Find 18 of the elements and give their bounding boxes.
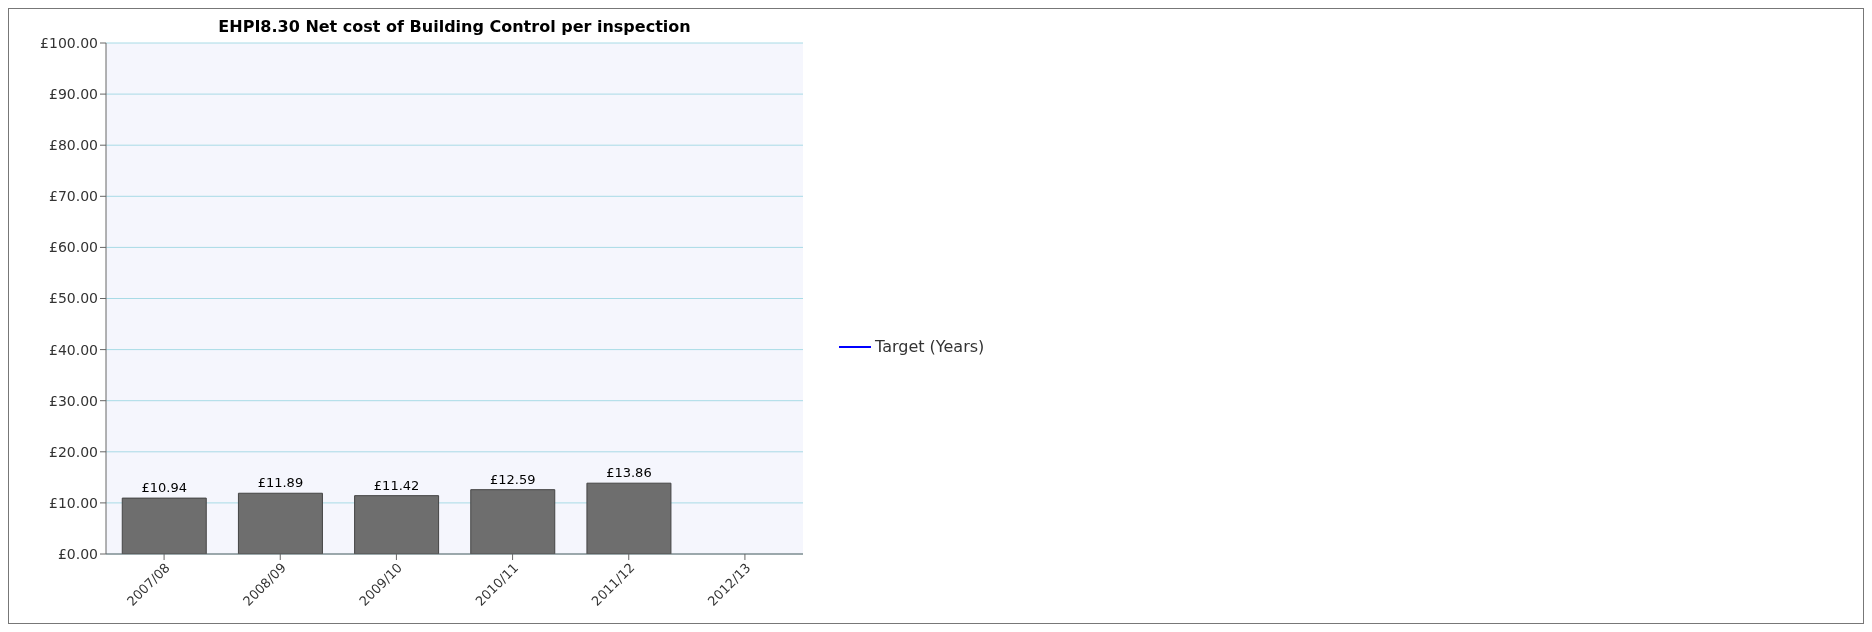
data-label: £11.42 bbox=[373, 477, 420, 493]
data-label: £12.59 bbox=[490, 471, 536, 487]
chart-title: EHPI8.30 Net cost of Building Control per inspection bbox=[217, 17, 692, 36]
data-label: £13.86 bbox=[606, 465, 652, 481]
data-label: £10.94 bbox=[141, 480, 188, 496]
y-tick-label: £50.00 bbox=[49, 290, 98, 307]
y-tick-label: £80.00 bbox=[49, 137, 98, 154]
y-tick-label: £70.00 bbox=[49, 188, 98, 205]
y-tick-label: £0.00 bbox=[57, 545, 98, 562]
y-tick-label: £60.00 bbox=[49, 239, 98, 256]
y-tick-label: £30.00 bbox=[49, 392, 98, 409]
y-tick-label: £90.00 bbox=[49, 86, 98, 103]
y-tick-label: £100.00 bbox=[40, 34, 98, 51]
data-label: £11.89 bbox=[257, 475, 304, 491]
legend-label: Target (Years) bbox=[875, 337, 985, 356]
y-tick-label: £40.00 bbox=[49, 341, 98, 358]
y-tick-label: £20.00 bbox=[49, 443, 98, 460]
y-tick-label: £10.00 bbox=[49, 494, 98, 511]
